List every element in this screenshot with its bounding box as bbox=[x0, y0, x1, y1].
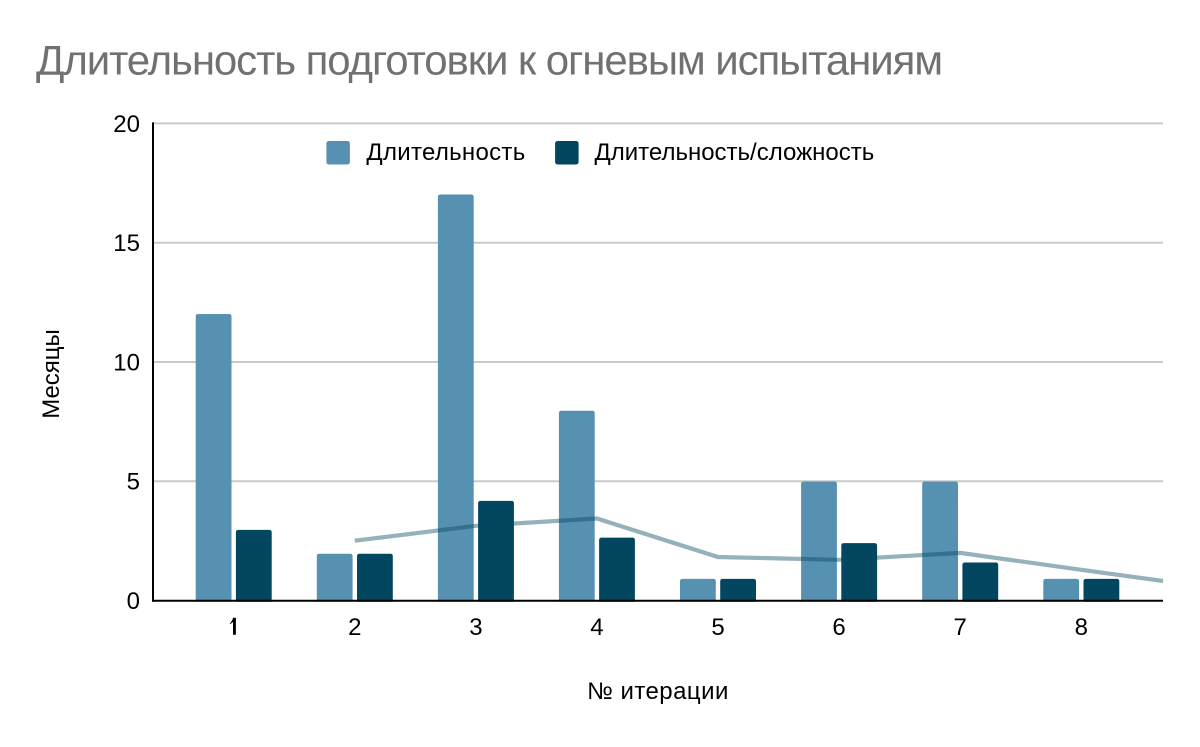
svg-text:Длительность: Длительность bbox=[366, 139, 525, 166]
svg-text:4: 4 bbox=[590, 614, 603, 641]
svg-text:2: 2 bbox=[348, 614, 361, 641]
svg-text:7: 7 bbox=[954, 614, 967, 641]
svg-text:6: 6 bbox=[832, 614, 845, 641]
svg-text:Длительность подготовки к огне: Длительность подготовки к огневым испыта… bbox=[36, 37, 942, 84]
svg-text:3: 3 bbox=[469, 614, 482, 641]
svg-text:20: 20 bbox=[113, 111, 140, 138]
svg-text:5: 5 bbox=[711, 614, 724, 641]
svg-text:0: 0 bbox=[127, 588, 140, 615]
svg-text:10: 10 bbox=[113, 350, 140, 377]
svg-text:15: 15 bbox=[113, 230, 140, 257]
svg-text:№ итерации: № итерации bbox=[587, 678, 729, 705]
svg-text:Месяцы: Месяцы bbox=[38, 329, 65, 419]
svg-text:5: 5 bbox=[127, 469, 140, 496]
svg-text:Длительность/сложность: Длительность/сложность bbox=[595, 139, 875, 166]
svg-text:8: 8 bbox=[1075, 614, 1088, 641]
